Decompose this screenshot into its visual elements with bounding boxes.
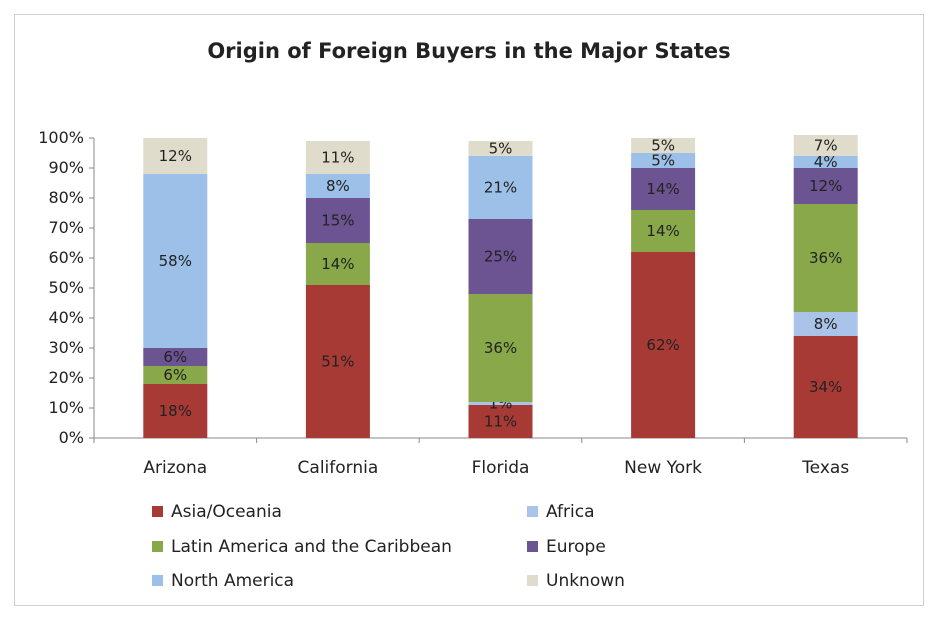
data-label: 36% xyxy=(809,249,842,267)
data-label: 14% xyxy=(646,222,679,240)
bar-segment xyxy=(305,285,370,438)
y-tick-label: 80% xyxy=(48,188,84,207)
bar-segment xyxy=(305,174,370,198)
x-category-label: Florida xyxy=(472,458,530,478)
legend: Asia/Oceania Africa Latin America and the … xyxy=(152,502,625,591)
bar-segment xyxy=(305,198,370,243)
data-label: 5% xyxy=(651,152,675,170)
y-tick-label: 10% xyxy=(48,398,84,417)
data-label: 11% xyxy=(484,413,517,431)
data-label: 25% xyxy=(484,248,517,266)
bar-segment xyxy=(143,138,208,174)
x-category-label: New York xyxy=(624,458,702,478)
y-tick-label: 0% xyxy=(59,428,84,447)
data-label: 36% xyxy=(484,339,517,357)
bar-segment xyxy=(143,366,208,384)
x-category-label: Texas xyxy=(801,458,849,478)
bar-segment xyxy=(793,312,858,336)
bar-segment xyxy=(468,294,533,402)
chart-frame: Origin of Foreign Buyers in the Major St… xyxy=(14,14,924,606)
bar-segment xyxy=(143,348,208,366)
x-category-label: Arizona xyxy=(143,458,207,478)
data-label: 4% xyxy=(814,153,838,171)
bar-segment xyxy=(468,141,533,156)
bar-segment xyxy=(631,168,696,210)
data-label: 62% xyxy=(646,336,679,354)
bar-segment xyxy=(468,156,533,219)
data-label: 14% xyxy=(646,180,679,198)
x-category-label: California xyxy=(298,458,379,478)
bar-segment xyxy=(793,204,858,312)
bar-segment xyxy=(793,135,858,156)
y-tick-label: 60% xyxy=(48,248,84,267)
y-tick-label: 50% xyxy=(48,278,84,297)
chart-title: Origin of Foreign Buyers in the Major St… xyxy=(207,39,730,63)
bar-segment xyxy=(793,156,858,168)
data-label: 8% xyxy=(326,177,350,195)
data-label: 51% xyxy=(321,353,354,371)
bar-segment xyxy=(468,402,533,405)
y-tick-label: 40% xyxy=(48,308,84,327)
legend-label: Latin America and the Caribbean xyxy=(171,537,452,557)
data-label: 6% xyxy=(163,348,187,366)
bar-segment xyxy=(631,252,696,438)
chart: Origin of Foreign Buyers in the Major St… xyxy=(38,39,908,591)
bar-segment xyxy=(468,219,533,294)
y-tick-label: 20% xyxy=(48,368,84,387)
data-label: 18% xyxy=(159,402,192,420)
data-label: 21% xyxy=(484,179,517,197)
legend-swatch xyxy=(152,506,163,517)
legend-label: Africa xyxy=(546,502,595,522)
bar-segment xyxy=(793,336,858,438)
data-label: 11% xyxy=(321,149,354,167)
legend-swatch xyxy=(527,541,538,552)
y-tick-label: 30% xyxy=(48,338,84,357)
y-tick-label: 100% xyxy=(38,128,84,147)
data-label: 14% xyxy=(321,255,354,273)
y-tick-label: 90% xyxy=(48,158,84,177)
legend-swatch xyxy=(152,541,163,552)
legend-label: Unknown xyxy=(546,571,625,591)
data-label: 15% xyxy=(321,212,354,230)
bar-segment xyxy=(631,210,696,252)
data-label: 7% xyxy=(814,137,838,155)
legend-swatch xyxy=(152,575,163,586)
data-label: 34% xyxy=(809,378,842,396)
legend-swatch xyxy=(527,575,538,586)
bar-segment xyxy=(793,168,858,204)
bar-segment xyxy=(631,138,696,153)
bar-segment xyxy=(631,153,696,168)
bar-segment xyxy=(305,243,370,285)
legend-label: Europe xyxy=(546,537,606,557)
data-label: 5% xyxy=(651,137,675,155)
data-label: 5% xyxy=(489,140,513,158)
legend-swatch xyxy=(527,506,538,517)
legend-label: Asia/Oceania xyxy=(171,502,282,522)
data-label: 6% xyxy=(163,366,187,384)
y-tick-label: 70% xyxy=(48,218,84,237)
bar-segment xyxy=(468,405,533,438)
bar-segment xyxy=(143,174,208,348)
data-label: 12% xyxy=(809,177,842,195)
data-label: 12% xyxy=(159,147,192,165)
legend-label: North America xyxy=(171,571,294,591)
data-label: 8% xyxy=(814,315,838,333)
bar-segment xyxy=(143,384,208,438)
plot-area: 0% 10% 20% 30% 40% 50% 60% 70% 80% 90% 100% 18% 6%6%… xyxy=(38,128,908,478)
data-label: 58% xyxy=(159,252,192,270)
bar-segment xyxy=(305,141,370,174)
